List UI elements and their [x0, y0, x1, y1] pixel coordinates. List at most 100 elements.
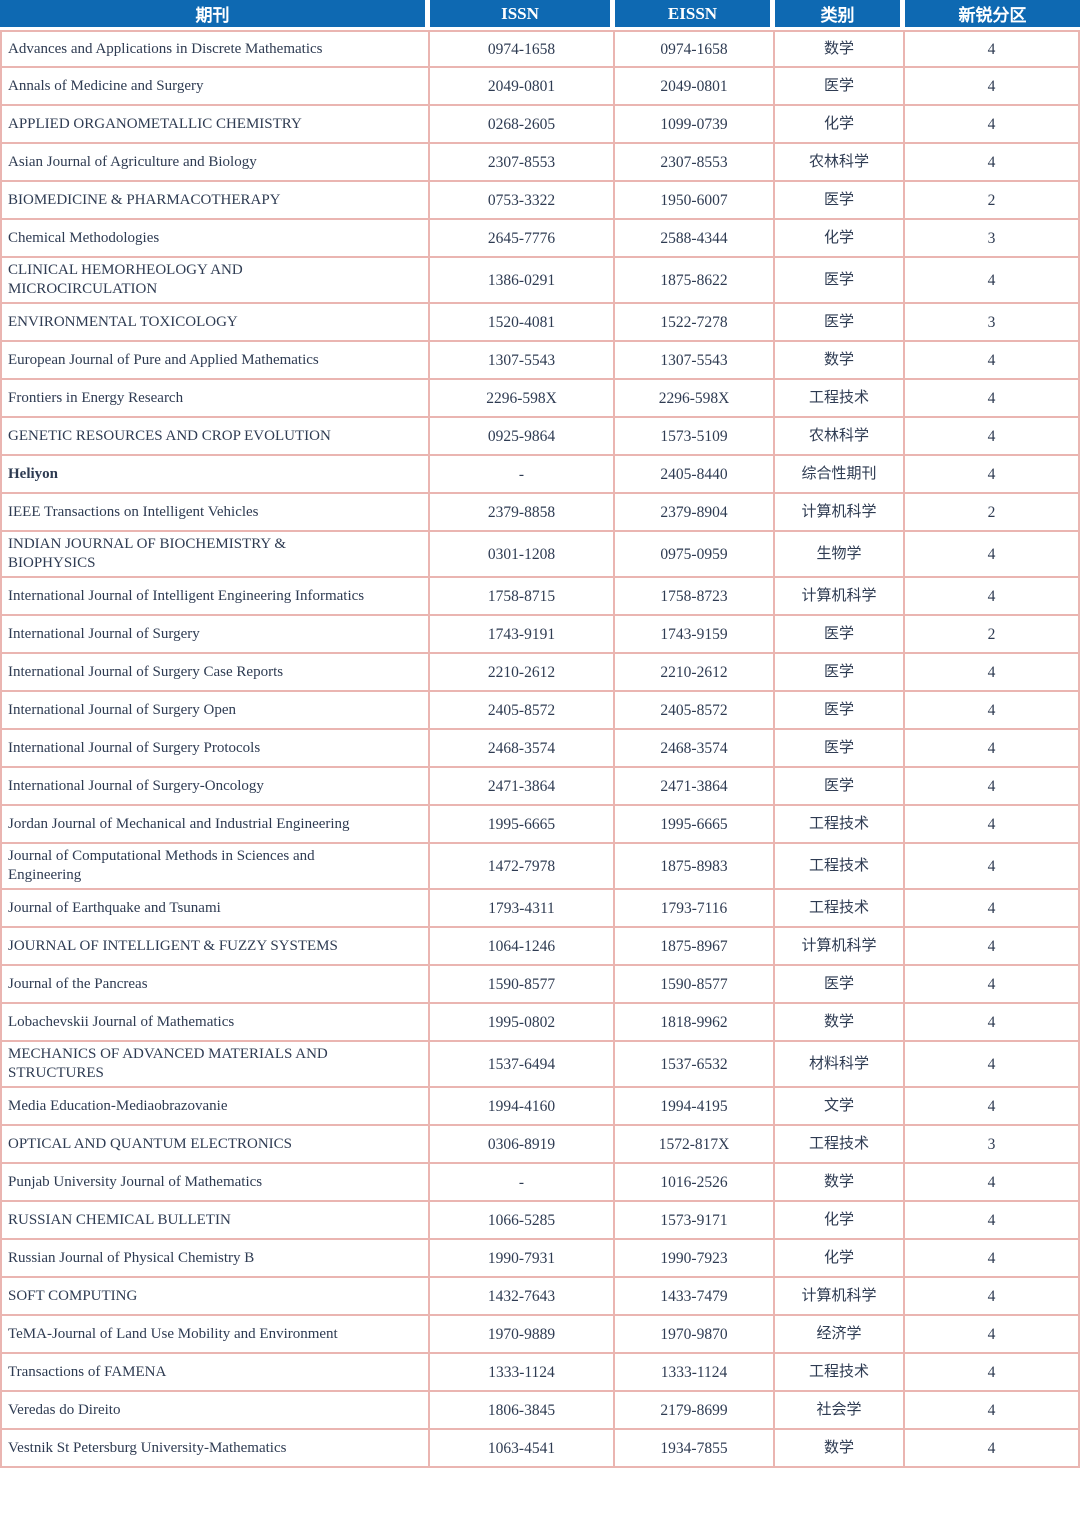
- journal-name-cell: INDIAN JOURNAL OF BIOCHEMISTRY & BIOPHYS…: [0, 532, 430, 578]
- issn-cell: 1758-8715: [430, 578, 615, 616]
- tier-cell: 4: [905, 1354, 1080, 1392]
- issn-cell: 1743-9191: [430, 616, 615, 654]
- eissn-cell: 1333-1124: [615, 1354, 775, 1392]
- issn-cell: 0925-9864: [430, 418, 615, 456]
- category-cell: 生物学: [775, 532, 905, 578]
- table-header: 期刊 ISSN EISSN 类别 新锐分区: [0, 0, 1080, 30]
- category-cell: 医学: [775, 182, 905, 220]
- category-cell: 工程技术: [775, 1354, 905, 1392]
- eissn-cell: 1573-9171: [615, 1202, 775, 1240]
- category-cell: 医学: [775, 966, 905, 1004]
- table-row: Jordan Journal of Mechanical and Industr…: [0, 806, 1080, 844]
- category-cell: 数学: [775, 30, 905, 68]
- tier-cell: 3: [905, 220, 1080, 258]
- journal-name-cell: Russian Journal of Physical Chemistry B: [0, 1240, 430, 1278]
- column-header-issn: ISSN: [430, 0, 615, 30]
- journal-name-cell: GENETIC RESOURCES AND CROP EVOLUTION: [0, 418, 430, 456]
- eissn-cell: 2405-8572: [615, 692, 775, 730]
- journal-name-cell: International Journal of Surgery Open: [0, 692, 430, 730]
- category-cell: 医学: [775, 692, 905, 730]
- category-cell: 农林科学: [775, 418, 905, 456]
- category-cell: 数学: [775, 1430, 905, 1468]
- journal-name-cell: IEEE Transactions on Intelligent Vehicle…: [0, 494, 430, 532]
- journal-name-cell: Journal of Computational Methods in Scie…: [0, 844, 430, 890]
- journal-name-cell: SOFT COMPUTING: [0, 1278, 430, 1316]
- table-row: International Journal of Surgery Protoco…: [0, 730, 1080, 768]
- tier-cell: 4: [905, 1004, 1080, 1042]
- eissn-cell: 0975-0959: [615, 532, 775, 578]
- table-row: SOFT COMPUTING 1432-7643 1433-7479 计算机科学…: [0, 1278, 1080, 1316]
- eissn-cell: 1522-7278: [615, 304, 775, 342]
- table-row: International Journal of Surgery-Oncolog…: [0, 768, 1080, 806]
- journal-name-cell: Advances and Applications in Discrete Ma…: [0, 30, 430, 68]
- eissn-cell: 1934-7855: [615, 1430, 775, 1468]
- category-cell: 化学: [775, 1202, 905, 1240]
- tier-cell: 4: [905, 1042, 1080, 1088]
- tier-cell: 4: [905, 1316, 1080, 1354]
- journal-name-cell: Lobachevskii Journal of Mathematics: [0, 1004, 430, 1042]
- issn-cell: 2471-3864: [430, 768, 615, 806]
- tier-cell: 4: [905, 456, 1080, 494]
- category-cell: 化学: [775, 106, 905, 144]
- issn-cell: 1432-7643: [430, 1278, 615, 1316]
- tier-cell: 4: [905, 258, 1080, 304]
- journal-name-cell: Chemical Methodologies: [0, 220, 430, 258]
- tier-cell: 4: [905, 30, 1080, 68]
- eissn-cell: 1743-9159: [615, 616, 775, 654]
- table-row: Advances and Applications in Discrete Ma…: [0, 30, 1080, 68]
- issn-cell: 2379-8858: [430, 494, 615, 532]
- table-row: Vestnik St Petersburg University-Mathema…: [0, 1430, 1080, 1468]
- tier-cell: 4: [905, 106, 1080, 144]
- tier-cell: 4: [905, 654, 1080, 692]
- tier-cell: 3: [905, 1126, 1080, 1164]
- column-header-tier: 新锐分区: [905, 0, 1080, 30]
- issn-cell: 1970-9889: [430, 1316, 615, 1354]
- eissn-cell: 2471-3864: [615, 768, 775, 806]
- category-cell: 计算机科学: [775, 494, 905, 532]
- issn-cell: 1994-4160: [430, 1088, 615, 1126]
- tier-cell: 4: [905, 418, 1080, 456]
- eissn-cell: 1433-7479: [615, 1278, 775, 1316]
- eissn-cell: 2379-8904: [615, 494, 775, 532]
- table-row: Russian Journal of Physical Chemistry B …: [0, 1240, 1080, 1278]
- table-row: International Journal of Surgery 1743-91…: [0, 616, 1080, 654]
- category-cell: 化学: [775, 220, 905, 258]
- category-cell: 医学: [775, 68, 905, 106]
- category-cell: 数学: [775, 1164, 905, 1202]
- journal-name-cell: Annals of Medicine and Surgery: [0, 68, 430, 106]
- issn-cell: 1066-5285: [430, 1202, 615, 1240]
- journal-name-cell: Punjab University Journal of Mathematics: [0, 1164, 430, 1202]
- issn-cell: 1995-0802: [430, 1004, 615, 1042]
- eissn-cell: 1818-9962: [615, 1004, 775, 1042]
- category-cell: 文学: [775, 1088, 905, 1126]
- issn-cell: 1537-6494: [430, 1042, 615, 1088]
- eissn-cell: 2049-0801: [615, 68, 775, 106]
- eissn-cell: 1990-7923: [615, 1240, 775, 1278]
- category-cell: 数学: [775, 1004, 905, 1042]
- table-row: OPTICAL AND QUANTUM ELECTRONICS 0306-891…: [0, 1126, 1080, 1164]
- table-row: Transactions of FAMENA 1333-1124 1333-11…: [0, 1354, 1080, 1392]
- table-row: CLINICAL HEMORHEOLOGY AND MICROCIRCULATI…: [0, 258, 1080, 304]
- column-header-category: 类别: [775, 0, 905, 30]
- journal-name-cell: Journal of the Pancreas: [0, 966, 430, 1004]
- eissn-cell: 1758-8723: [615, 578, 775, 616]
- category-cell: 医学: [775, 258, 905, 304]
- journal-name-cell: BIOMEDICINE & PHARMACOTHERAPY: [0, 182, 430, 220]
- issn-cell: 2049-0801: [430, 68, 615, 106]
- eissn-cell: 1099-0739: [615, 106, 775, 144]
- tier-cell: 2: [905, 616, 1080, 654]
- eissn-cell: 1016-2526: [615, 1164, 775, 1202]
- issn-cell: 0306-8919: [430, 1126, 615, 1164]
- issn-cell: 0268-2605: [430, 106, 615, 144]
- issn-cell: 1793-4311: [430, 890, 615, 928]
- eissn-cell: 1950-6007: [615, 182, 775, 220]
- category-cell: 计算机科学: [775, 578, 905, 616]
- journal-name-cell: European Journal of Pure and Applied Mat…: [0, 342, 430, 380]
- tier-cell: 2: [905, 494, 1080, 532]
- table-row: Annals of Medicine and Surgery 2049-0801…: [0, 68, 1080, 106]
- table-row: GENETIC RESOURCES AND CROP EVOLUTION 092…: [0, 418, 1080, 456]
- journal-name-cell: ENVIRONMENTAL TOXICOLOGY: [0, 304, 430, 342]
- journal-name-cell: Frontiers in Energy Research: [0, 380, 430, 418]
- tier-cell: 4: [905, 1278, 1080, 1316]
